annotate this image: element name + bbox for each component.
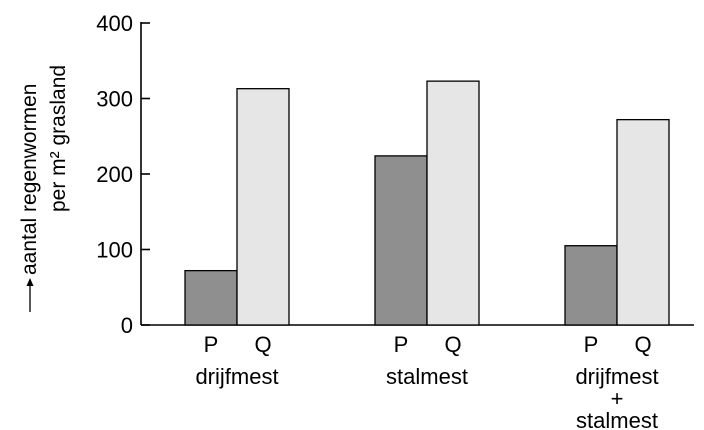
bar-category-label: Q bbox=[444, 332, 461, 357]
y-tick-label: 300 bbox=[96, 87, 133, 112]
y-axis-title-line-1: aantal regenwormen bbox=[18, 84, 41, 275]
group-label: stalmest bbox=[576, 408, 658, 430]
bar-p-2 bbox=[564, 245, 618, 326]
y-axis-arrowhead-icon bbox=[26, 278, 34, 286]
bar-category-label: P bbox=[584, 332, 599, 357]
bars bbox=[184, 80, 670, 326]
y-axis-label: aantal regenwormen per m² grasland bbox=[18, 65, 70, 312]
y-tick-label: 0 bbox=[121, 313, 133, 338]
y-tick-label: 200 bbox=[96, 162, 133, 187]
bar-p-1 bbox=[374, 155, 428, 326]
y-tick-label: 100 bbox=[96, 238, 133, 263]
bar-category-label: Q bbox=[254, 332, 271, 357]
y-tick-label: 400 bbox=[96, 11, 133, 36]
group-label: drijfmest bbox=[195, 364, 278, 389]
group-label: + bbox=[611, 386, 624, 411]
bar-p-0 bbox=[184, 269, 238, 326]
group-label: drijfmest bbox=[575, 364, 658, 389]
bar-category-label: P bbox=[204, 332, 219, 357]
bar-category-label: Q bbox=[634, 332, 651, 357]
y-axis-title-line-2: per m² grasland bbox=[47, 65, 70, 212]
y-axis-title: aantal regenwormen per m² grasland bbox=[18, 65, 70, 312]
bar-q-2 bbox=[616, 118, 670, 326]
group-label: stalmest bbox=[386, 364, 468, 389]
bar-q-0 bbox=[236, 88, 290, 326]
bar-q-1 bbox=[426, 80, 480, 326]
bar-category-label: P bbox=[394, 332, 409, 357]
